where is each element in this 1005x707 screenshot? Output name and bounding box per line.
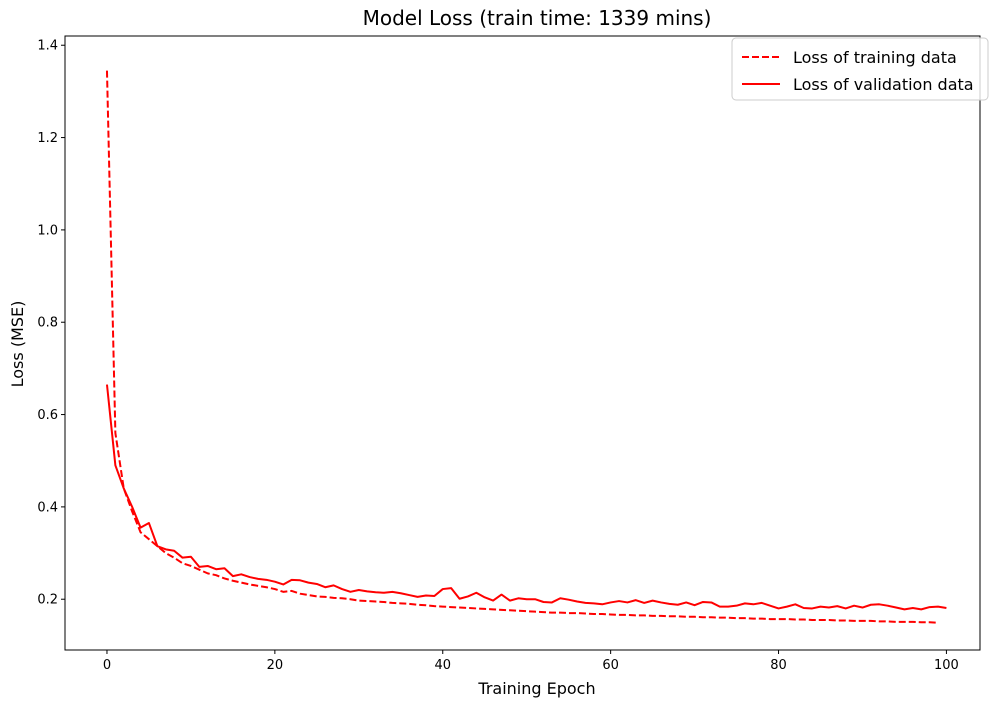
x-tick-label: 80 xyxy=(770,658,787,673)
y-tick-label: 0.8 xyxy=(37,316,58,331)
x-tick-label: 60 xyxy=(602,658,619,673)
x-tick-label: 0 xyxy=(103,658,111,673)
chart-title: Model Loss (train time: 1339 mins) xyxy=(363,6,712,30)
legend-box xyxy=(731,37,989,101)
y-axis-label: Loss (MSE) xyxy=(8,301,27,388)
x-tick-label: 100 xyxy=(934,658,959,673)
series-line-training xyxy=(105,70,939,624)
y-tick-label: 1.2 xyxy=(37,131,58,146)
y-tick-label: 0.6 xyxy=(37,408,58,423)
axes-frame xyxy=(64,35,981,651)
series-line-validation xyxy=(105,384,947,611)
legend-label-training: Loss of training data xyxy=(793,48,957,67)
y-tick-label: 1.4 xyxy=(37,39,58,54)
x-axis-label: Training Epoch xyxy=(477,679,595,698)
plot-area: 0 20 40 60 80 100 0.2 0.4 0.6 0.8 1.0 1.2 1.4 xyxy=(37,35,981,673)
x-tick-label: 40 xyxy=(434,658,451,673)
x-tick-label: 20 xyxy=(267,658,284,673)
legend-label-validation: Loss of validation data xyxy=(793,75,974,94)
y-tick-label: 1.0 xyxy=(37,223,58,238)
legend: Loss of training data Loss of validation… xyxy=(731,37,989,101)
y-tick-label: 0.2 xyxy=(37,593,58,608)
y-tick-label: 0.4 xyxy=(37,500,58,515)
